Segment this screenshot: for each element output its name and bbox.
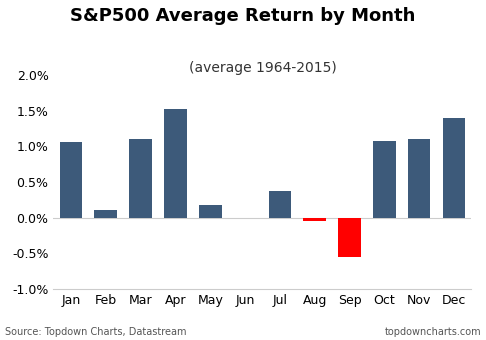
Bar (443, 118, 465, 218)
Bar (129, 139, 152, 218)
Bar (303, 218, 326, 221)
Title: (average 1964-2015): (average 1964-2015) (189, 61, 336, 75)
Bar (199, 205, 222, 218)
Bar (164, 109, 187, 218)
Bar (269, 191, 291, 218)
Bar (60, 142, 82, 218)
Text: S&P500 Average Return by Month: S&P500 Average Return by Month (70, 7, 416, 25)
Bar (373, 141, 396, 218)
Bar (338, 218, 361, 257)
Text: Source: Topdown Charts, Datastream: Source: Topdown Charts, Datastream (5, 327, 186, 337)
Bar (408, 139, 431, 218)
Text: topdowncharts.com: topdowncharts.com (384, 327, 481, 337)
Bar (94, 210, 117, 218)
